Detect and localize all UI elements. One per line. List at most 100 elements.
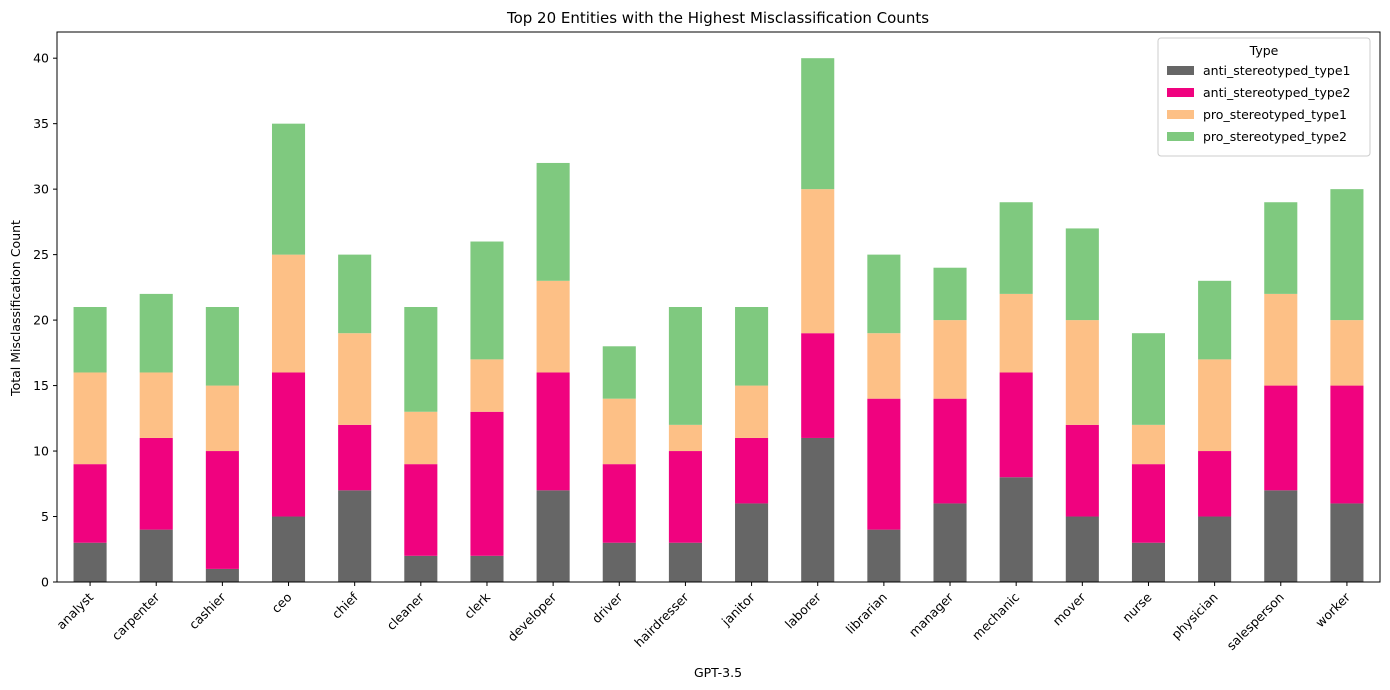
bar-segment-chief-pro_stereotyped_type1 bbox=[338, 333, 372, 425]
bar-segment-salesperson-anti_stereotyped_type1 bbox=[1264, 490, 1298, 582]
legend-box bbox=[1157, 37, 1371, 157]
bar-segment-worker-pro_stereotyped_type2 bbox=[1330, 189, 1364, 321]
chart-title: Top 20 Entities with the Highest Misclas… bbox=[506, 9, 929, 27]
bar-segment-developer-anti_stereotyped_type1 bbox=[536, 490, 570, 582]
bar-segment-mover-anti_stereotyped_type1 bbox=[1065, 516, 1099, 582]
bar-segment-driver-anti_stereotyped_type1 bbox=[602, 542, 636, 582]
y-tick-label: 10 bbox=[33, 444, 49, 459]
bar-segment-cashier-anti_stereotyped_type2 bbox=[205, 451, 239, 569]
bar-segment-physician-pro_stereotyped_type2 bbox=[1198, 280, 1232, 360]
bar-segment-carpenter-pro_stereotyped_type2 bbox=[139, 293, 173, 373]
bar-segment-janitor-pro_stereotyped_type1 bbox=[735, 385, 769, 438]
x-tick-label-mover: mover bbox=[1050, 589, 1090, 629]
bar-segment-driver-anti_stereotyped_type2 bbox=[602, 464, 636, 543]
x-tick-label-physician: physician bbox=[1168, 590, 1220, 642]
bar-segment-manager-pro_stereotyped_type1 bbox=[933, 320, 967, 399]
x-tick-label-clerk: clerk bbox=[461, 589, 494, 622]
bar-segment-janitor-pro_stereotyped_type2 bbox=[735, 307, 769, 386]
legend-swatch-pro_stereotyped_type2 bbox=[1167, 132, 1194, 141]
x-tick-label-worker: worker bbox=[1312, 589, 1353, 630]
bar-segment-developer-anti_stereotyped_type2 bbox=[536, 372, 570, 491]
bar-segment-nurse-pro_stereotyped_type1 bbox=[1131, 424, 1166, 465]
bar-segment-analyst-pro_stereotyped_type2 bbox=[73, 307, 107, 373]
x-tick-label-janitor: janitor bbox=[718, 589, 758, 629]
x-tick-label-nurse: nurse bbox=[1119, 589, 1155, 625]
bar-segment-worker-anti_stereotyped_type1 bbox=[1330, 503, 1364, 582]
bar-segment-salesperson-pro_stereotyped_type2 bbox=[1264, 202, 1298, 294]
bar-segment-carpenter-anti_stereotyped_type2 bbox=[139, 437, 173, 530]
x-tick-label-librarian: librarian bbox=[843, 590, 890, 637]
x-tick-label-laborer: laborer bbox=[782, 589, 825, 632]
bar-segment-mechanic-pro_stereotyped_type1 bbox=[999, 293, 1033, 373]
bar-segment-cleaner-anti_stereotyped_type1 bbox=[404, 555, 438, 582]
bar-segment-manager-anti_stereotyped_type2 bbox=[933, 398, 967, 504]
bar-segment-laborer-pro_stereotyped_type1 bbox=[801, 189, 835, 334]
bar-segment-analyst-anti_stereotyped_type1 bbox=[73, 542, 107, 582]
bar-segment-ceo-anti_stereotyped_type2 bbox=[271, 372, 306, 517]
bar-segment-hairdresser-anti_stereotyped_type2 bbox=[668, 451, 702, 543]
bar-segment-worker-pro_stereotyped_type1 bbox=[1330, 320, 1364, 386]
bar-segment-mechanic-pro_stereotyped_type2 bbox=[999, 202, 1033, 294]
bar-segment-cashier-pro_stereotyped_type1 bbox=[205, 385, 239, 452]
bar-segment-ceo-anti_stereotyped_type1 bbox=[271, 516, 306, 582]
bar-segment-cashier-pro_stereotyped_type2 bbox=[205, 307, 239, 386]
bar-segment-mechanic-anti_stereotyped_type2 bbox=[999, 372, 1033, 478]
bar-segment-janitor-anti_stereotyped_type1 bbox=[735, 503, 769, 582]
bar-segment-librarian-anti_stereotyped_type1 bbox=[867, 529, 901, 582]
x-tick-label-chief: chief bbox=[329, 589, 361, 621]
bar-segment-carpenter-anti_stereotyped_type1 bbox=[139, 529, 173, 582]
x-tick-label-developer: developer bbox=[504, 589, 559, 644]
x-tick-label-carpenter: carpenter bbox=[109, 589, 163, 643]
bar-segment-nurse-pro_stereotyped_type2 bbox=[1131, 333, 1166, 425]
bar-segment-analyst-pro_stereotyped_type1 bbox=[73, 372, 107, 465]
bar-segment-analyst-anti_stereotyped_type2 bbox=[73, 464, 107, 543]
y-tick-label: 15 bbox=[33, 378, 49, 393]
bar-segment-physician-anti_stereotyped_type2 bbox=[1198, 451, 1232, 517]
x-tick-label-cashier: cashier bbox=[186, 589, 229, 632]
bar-segment-physician-anti_stereotyped_type1 bbox=[1198, 516, 1232, 582]
legend-swatch-anti_stereotyped_type2 bbox=[1167, 88, 1194, 97]
x-tick-label-salesperson: salesperson bbox=[1223, 590, 1286, 653]
y-tick-label: 20 bbox=[33, 313, 49, 328]
bar-segment-mover-pro_stereotyped_type1 bbox=[1065, 320, 1099, 425]
bar-segment-cleaner-pro_stereotyped_type1 bbox=[404, 411, 438, 465]
legend-label-pro_stereotyped_type2: pro_stereotyped_type2 bbox=[1203, 129, 1347, 144]
bar-segment-clerk-anti_stereotyped_type1 bbox=[470, 555, 504, 582]
bar-segment-clerk-pro_stereotyped_type2 bbox=[470, 241, 504, 360]
x-tick-label-hairdresser: hairdresser bbox=[631, 589, 692, 650]
bar-segment-worker-anti_stereotyped_type2 bbox=[1330, 385, 1364, 504]
x-tick-label-driver: driver bbox=[589, 589, 626, 626]
bar-segment-salesperson-pro_stereotyped_type1 bbox=[1264, 293, 1298, 386]
bar-segment-developer-pro_stereotyped_type1 bbox=[536, 280, 570, 373]
bar-segment-developer-pro_stereotyped_type2 bbox=[536, 162, 570, 281]
bar-segment-manager-anti_stereotyped_type1 bbox=[933, 503, 967, 582]
legend: Type anti_stereotyped_type1 anti_stereotyp… bbox=[1157, 37, 1371, 157]
bar-segment-ceo-pro_stereotyped_type1 bbox=[271, 254, 306, 373]
bar-segment-physician-pro_stereotyped_type1 bbox=[1198, 359, 1232, 452]
bar-segment-laborer-anti_stereotyped_type1 bbox=[801, 437, 835, 582]
x-tick-label-analyst: analyst bbox=[53, 589, 96, 632]
bar-segment-hairdresser-anti_stereotyped_type1 bbox=[668, 542, 702, 582]
bars-layer bbox=[73, 58, 1364, 582]
y-tick-label: 25 bbox=[33, 247, 49, 262]
bar-segment-chief-anti_stereotyped_type2 bbox=[338, 424, 372, 491]
legend-label-anti_stereotyped_type1: anti_stereotyped_type1 bbox=[1203, 63, 1351, 78]
bar-segment-laborer-pro_stereotyped_type2 bbox=[801, 58, 835, 190]
bar-segment-salesperson-anti_stereotyped_type2 bbox=[1264, 385, 1298, 491]
bar-segment-clerk-anti_stereotyped_type2 bbox=[470, 411, 504, 556]
bar-segment-manager-pro_stereotyped_type2 bbox=[933, 267, 967, 321]
bar-segment-chief-anti_stereotyped_type1 bbox=[338, 490, 372, 582]
bar-segment-janitor-anti_stereotyped_type2 bbox=[735, 437, 769, 504]
bar-segment-clerk-pro_stereotyped_type1 bbox=[470, 359, 504, 412]
bar-segment-librarian-pro_stereotyped_type1 bbox=[867, 333, 901, 399]
legend-label-anti_stereotyped_type2: anti_stereotyped_type2 bbox=[1203, 85, 1351, 100]
bar-segment-librarian-anti_stereotyped_type2 bbox=[867, 398, 901, 530]
x-tick-label-manager: manager bbox=[906, 589, 957, 640]
y-tick-label: 30 bbox=[33, 182, 49, 197]
bar-segment-cashier-anti_stereotyped_type1 bbox=[205, 568, 239, 582]
legend-swatch-pro_stereotyped_type1 bbox=[1167, 110, 1194, 119]
bar-segment-nurse-anti_stereotyped_type1 bbox=[1131, 542, 1166, 582]
bar-segment-hairdresser-pro_stereotyped_type1 bbox=[668, 424, 702, 452]
x-tick-label-mechanic: mechanic bbox=[969, 589, 1023, 643]
legend-label-pro_stereotyped_type1: pro_stereotyped_type1 bbox=[1203, 107, 1347, 122]
